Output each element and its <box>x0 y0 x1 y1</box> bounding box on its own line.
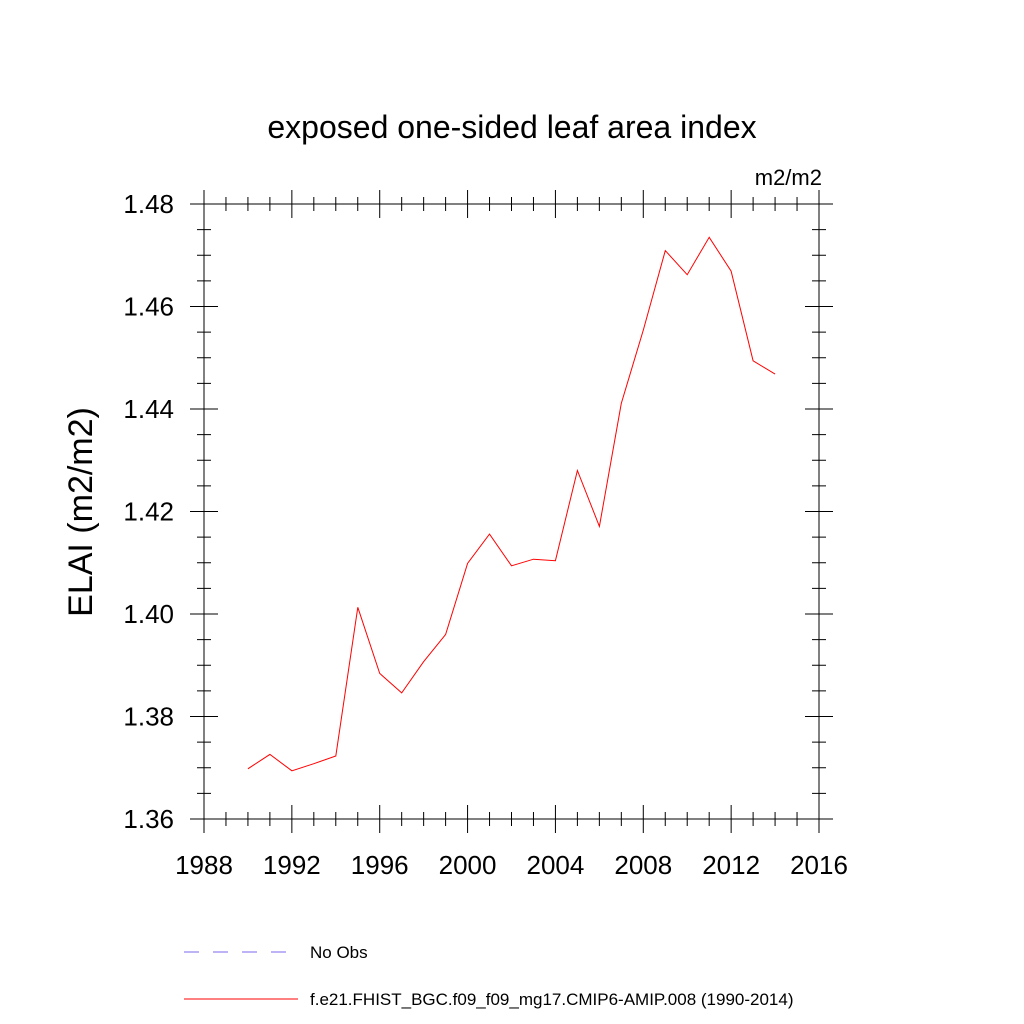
x-tick-label: 2012 <box>702 850 760 880</box>
y-tick-label: 1.36 <box>123 804 174 834</box>
y-tick-label: 1.44 <box>123 394 174 424</box>
legend: No Obs f.e21.FHIST_BGC.f09_f09_mg17.CMIP… <box>184 943 794 1009</box>
series-line-model-run <box>247 236 776 772</box>
units-label: m2/m2 <box>755 165 822 190</box>
y-tick-label: 1.48 <box>123 189 174 219</box>
x-tick-label: 2004 <box>527 850 585 880</box>
x-tick-label: 1992 <box>263 850 321 880</box>
y-tick-label: 1.42 <box>123 497 174 527</box>
y-tick-label: 1.46 <box>123 292 174 322</box>
plot-frame <box>203 203 820 820</box>
legend-label-model-run: f.e21.FHIST_BGC.f09_f09_mg17.CMIP6-AMIP.… <box>310 990 794 1009</box>
x-tick-label: 1996 <box>351 850 409 880</box>
legend-label-no-obs: No Obs <box>310 943 368 962</box>
series-layer <box>247 236 776 772</box>
x-tick-label: 1988 <box>175 850 233 880</box>
axis-ticks: 1988 1992 1996 2000 2004 2008 2012 2016 1.36 1.38… <box>123 189 848 880</box>
x-tick-label: 2008 <box>614 850 672 880</box>
y-tick-label: 1.40 <box>123 599 174 629</box>
x-tick-label: 2016 <box>790 850 848 880</box>
y-tick-label: 1.38 <box>123 702 174 732</box>
y-axis-label: ELAI (m2/m2) <box>62 407 100 617</box>
x-tick-label: 2000 <box>439 850 497 880</box>
chart-title: exposed one-sided leaf area index <box>267 109 756 145</box>
